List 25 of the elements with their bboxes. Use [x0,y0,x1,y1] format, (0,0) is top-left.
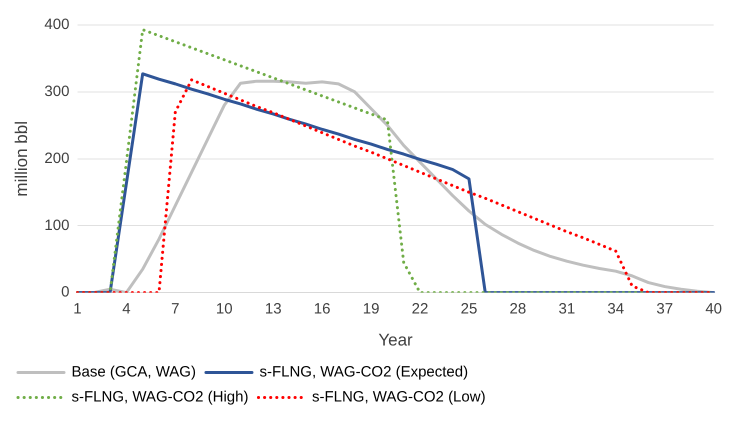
x-tick-label: 4 [122,300,131,318]
x-tick-label: 25 [460,300,478,318]
legend-label: s-FLNG, WAG-CO2 (Low) [312,388,486,406]
x-tick-label: 28 [510,300,526,318]
legend-label: s-FLNG, WAG-CO2 (Expected) [259,364,468,381]
y-tick-label: 300 [44,83,70,100]
x-tick-label: 10 [216,300,233,318]
x-tick-label: 7 [171,300,180,318]
y-tick-label: 0 [61,284,70,301]
legend-label: s-FLNG, WAG-CO2 (High) [72,388,248,406]
x-tick-label: 22 [412,300,428,318]
y-tick-label: 400 [44,16,70,34]
y-tick-label: 200 [44,150,70,167]
y-axis-title: million bbl [12,121,31,197]
x-tick-label: 34 [607,300,624,318]
x-tick-label: 13 [264,300,282,318]
x-tick-label: 1 [73,300,82,318]
x-tick-label: 19 [362,300,380,318]
x-tick-label: 31 [558,300,576,318]
y-tick-label: 100 [44,216,70,234]
x-tick-label: 40 [705,300,722,318]
x-tick-label: 16 [314,300,330,318]
x-tick-label: 37 [656,300,674,318]
x-axis-title: Year [378,330,414,350]
legend-label: Base (GCA, WAG) [72,364,196,381]
